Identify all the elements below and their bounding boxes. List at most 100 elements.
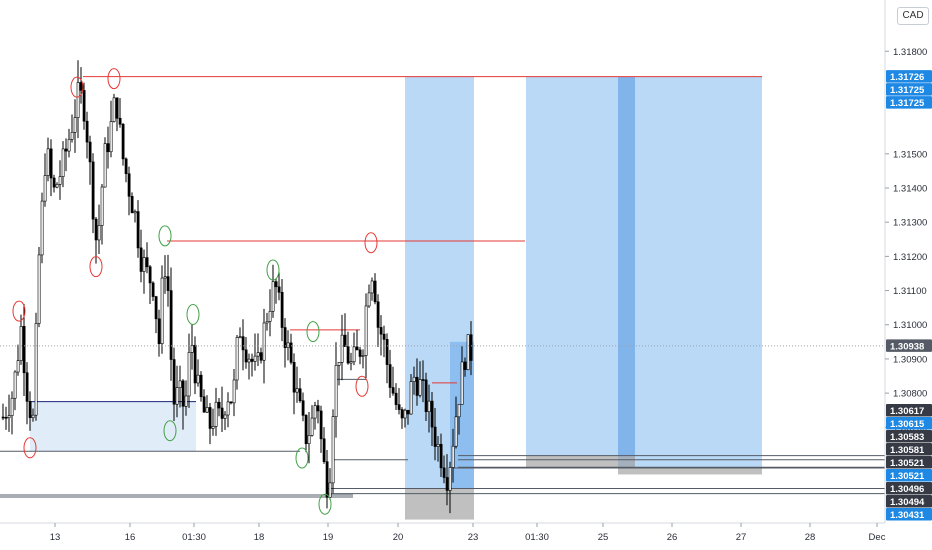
candle-body-up <box>268 310 272 322</box>
time-axis[interactable]: 13 16 01:30 18 19 20 23 01:30 25 26 27 28 Dec <box>0 522 886 543</box>
price-badge-bg <box>886 83 932 96</box>
price-badges: 1.31726 1.31725 1.31725 1.30938 1.30617 1.306… <box>886 70 932 521</box>
currency-button[interactable]: CAD <box>897 7 929 25</box>
candle <box>328 468 332 500</box>
price-badge: 1.30521 <box>886 456 932 469</box>
candle <box>73 99 77 153</box>
candle-body-up <box>31 414 35 419</box>
candle-body-down <box>151 282 155 297</box>
candle <box>325 449 329 509</box>
candle <box>169 267 173 381</box>
candle <box>274 278 278 304</box>
candle <box>112 93 116 123</box>
candle-body-up <box>454 416 458 447</box>
candle <box>388 349 392 398</box>
candle <box>448 461 452 514</box>
candle-body-down <box>382 333 386 340</box>
candle-body-up <box>286 342 290 349</box>
candle <box>220 386 224 433</box>
price-badge: 1.30938 <box>886 339 932 352</box>
price-tick-label: 1.31300 <box>893 218 927 229</box>
candle-body-up <box>364 305 368 356</box>
candle <box>346 331 350 365</box>
candle <box>55 182 59 189</box>
candle <box>202 389 206 413</box>
price-tick-label: 1.31100 <box>893 286 927 297</box>
candle <box>16 344 20 376</box>
price-badge-label: 1.31726 <box>890 72 924 83</box>
candle <box>460 346 464 405</box>
candle-body-down <box>415 376 419 396</box>
candle <box>100 184 104 245</box>
candle-body-up <box>349 361 353 364</box>
green-circle-marker <box>158 225 172 247</box>
candle-body-up <box>43 175 47 202</box>
candle <box>316 399 320 424</box>
candle-body-up <box>133 211 137 214</box>
candle <box>163 255 167 294</box>
candle-body-up <box>40 200 44 256</box>
candle-body-down <box>169 290 173 360</box>
candle <box>430 391 434 447</box>
price-badge-bg <box>886 339 932 352</box>
candle-body-up <box>448 467 452 491</box>
candle-body-up <box>160 277 164 344</box>
candle-body-down <box>181 380 185 407</box>
candle <box>238 327 242 339</box>
candle-body-down <box>49 148 53 179</box>
candle-body-down <box>52 177 56 188</box>
candle-body-down <box>277 286 281 293</box>
candle-body-down <box>388 364 392 388</box>
candle-body-down <box>136 211 140 249</box>
candle <box>136 200 140 258</box>
candle-body-down <box>394 392 398 405</box>
candle-body-up <box>307 435 311 445</box>
candle-body-down <box>172 359 176 405</box>
candle <box>373 273 377 305</box>
price-badge: 1.30615 <box>886 417 932 430</box>
time-tick-label: 01:30 <box>182 532 206 543</box>
candle-body-up <box>409 381 413 415</box>
candle-body-up <box>19 325 23 361</box>
candle <box>313 401 317 430</box>
candle <box>19 314 23 365</box>
price-badge-label: 1.31725 <box>890 85 925 96</box>
candle <box>160 265 164 354</box>
candle-body-down <box>130 196 134 214</box>
price-badge: 1.30583 <box>886 430 932 443</box>
candle-body-down <box>358 349 362 357</box>
candle <box>454 396 458 449</box>
candle <box>166 254 170 307</box>
time-tick-label: 23 <box>468 532 479 543</box>
candle <box>367 284 371 308</box>
candle <box>67 128 71 158</box>
candle-body-up <box>451 445 455 468</box>
candle <box>229 401 233 405</box>
candle <box>289 333 293 365</box>
price-badge-bg <box>886 443 932 456</box>
candle <box>193 336 197 395</box>
candle-body-down <box>82 90 86 122</box>
price-badge-bg <box>886 495 932 508</box>
candle <box>31 408 35 422</box>
candle-body-down <box>397 404 401 410</box>
candle <box>208 403 212 445</box>
candle-body-down <box>316 405 320 412</box>
red-circle-marker <box>89 256 103 278</box>
candle-body-up <box>238 336 242 338</box>
candle-body-down <box>85 120 89 143</box>
candle-body-down <box>157 318 161 344</box>
candle-body-down <box>424 379 428 413</box>
candle <box>445 454 449 506</box>
green-circle-marker <box>318 493 332 515</box>
candle-body-up <box>61 148 65 177</box>
candle <box>409 373 413 415</box>
price-badge-bg <box>886 508 932 521</box>
candle-body-up <box>46 148 50 176</box>
candle <box>7 394 11 432</box>
time-tick-label: 20 <box>393 532 404 543</box>
time-tick-label: 28 <box>805 532 816 543</box>
candle-body-up <box>223 414 227 419</box>
candle-body-down <box>241 336 245 351</box>
